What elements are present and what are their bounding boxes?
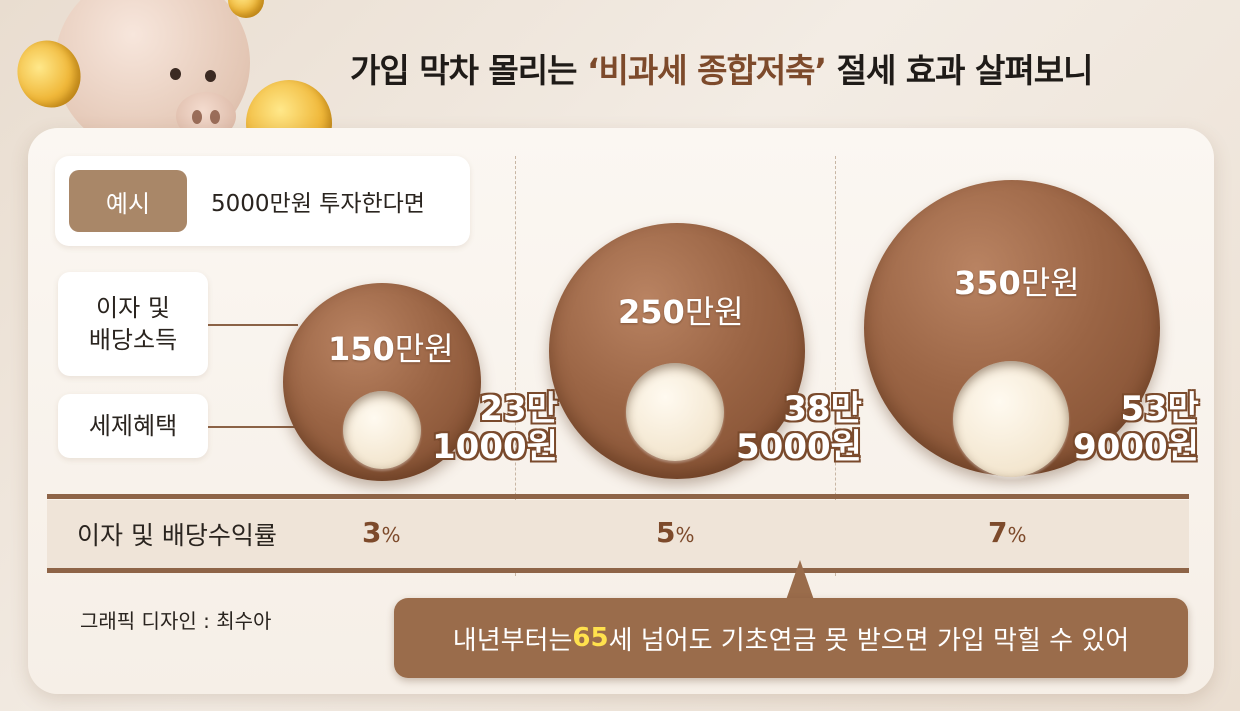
rate-row-top-rule: [47, 494, 1189, 499]
page-title: 가입 막차 몰리는 ‘비과세 종합저축’ 절세 효과 살펴보니: [350, 51, 1093, 90]
rate-row: [47, 500, 1189, 570]
column-divider: [515, 156, 516, 576]
rate-label: 이자 및 배당수익률: [77, 521, 277, 550]
rate-value-1: 3%: [362, 516, 401, 549]
callout-box: 내년부터는 65 세 넘어도 기초연금 못 받으면 가입 막힐 수 있어: [394, 598, 1188, 678]
tax-circle-3: [953, 361, 1069, 477]
tax-leader-line: [208, 426, 348, 428]
pig-eye: [205, 70, 216, 82]
callout-pointer: [786, 560, 814, 600]
income-leader-line: [208, 324, 298, 326]
tax-circle-2: [626, 363, 724, 461]
income-label: 이자 및 배당소득: [58, 272, 208, 376]
pig-eye: [170, 68, 181, 80]
income-value-2: 250만원: [618, 293, 744, 331]
rate-value-3: 7%: [988, 516, 1027, 549]
callout-text: 내년부터는 65 세 넘어도 기초연금 못 받으면 가입 막힐 수 있어: [452, 623, 1130, 656]
tax-value-3: 53만 9000원: [1072, 389, 1200, 467]
example-tag: 예시: [69, 170, 187, 232]
rate-row-bottom-rule: [47, 568, 1189, 573]
example-box: 예시 5000만원 투자한다면: [55, 156, 470, 246]
graphic-credit: 그래픽 디자인 : 최수아: [80, 609, 272, 633]
tax-benefit-label: 세제혜택: [58, 394, 208, 458]
tax-value-2: 38만 5000원: [735, 389, 863, 467]
column-divider: [835, 156, 836, 576]
coin-icon: [228, 0, 264, 18]
income-value-3: 350만원: [954, 264, 1080, 302]
rate-value-2: 5%: [656, 516, 695, 549]
example-text: 5000만원 투자한다면: [211, 191, 425, 217]
tax-value-1: 23만 1000원: [431, 389, 559, 467]
tax-circle-1: [343, 391, 421, 469]
income-value-1: 150만원: [328, 330, 454, 368]
